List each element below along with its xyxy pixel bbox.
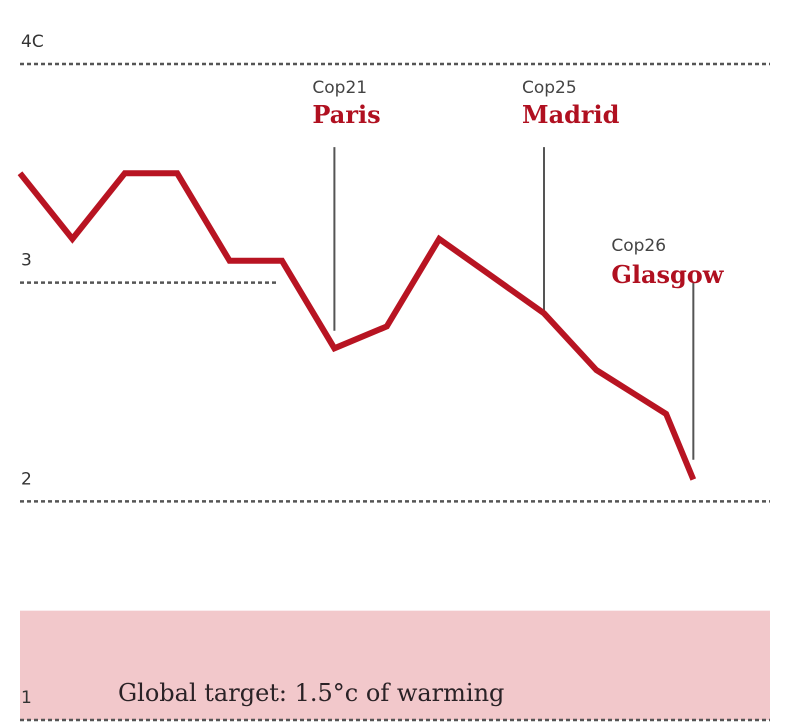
target-band [20,610,770,720]
annotation-cop-label: Cop21 [312,78,367,98]
y-tick-labels: 4C 3 2 1 [21,32,44,708]
y-tick-label: 1 [21,688,32,708]
series-layer [17,170,697,481]
target-band-label: Global target: 1.5°c of warming [118,679,504,707]
annotation-city-label: Madrid [522,100,620,129]
target-band-layer: Global target: 1.5°c of warming [20,610,770,720]
gridlines [20,62,770,722]
y-tick-label: 4C [21,32,44,52]
annotation-city-label: Glasgow [611,260,724,289]
annotation-cop-label: Cop26 [611,236,666,256]
y-tick-label: 2 [21,469,32,489]
annotation-city-label: Paris [312,100,380,129]
annotation-cop-label: Cop25 [522,78,577,98]
y-tick-label: 3 [21,251,32,271]
series-line [17,170,697,481]
